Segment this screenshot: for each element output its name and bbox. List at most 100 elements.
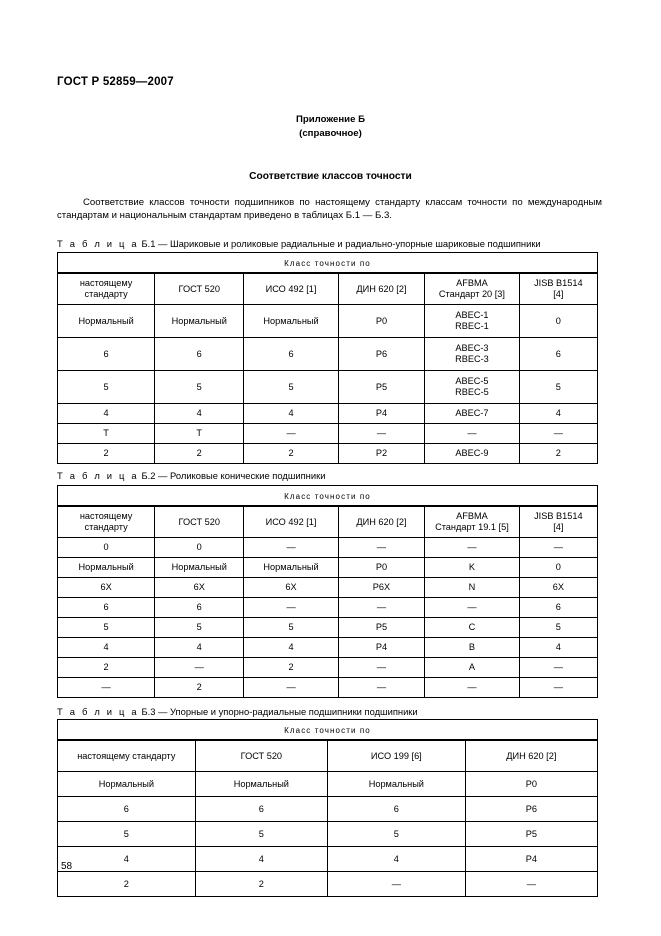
table-cell: 2 <box>243 443 339 464</box>
table-row: 6 6 6 Р6 ABEC-3 RBEC-3 6 <box>56 337 599 371</box>
table-row: 5 5 5 Р5 <box>57 821 599 847</box>
table-cell: — <box>337 597 426 618</box>
table-cell: — <box>424 423 520 444</box>
table-caption-text: Б.2 — Роликовые конические подшипники <box>138 470 326 481</box>
table-row: 2—2— A — <box>56 657 599 678</box>
table-cell: — <box>243 423 339 444</box>
table-cell: Нормальный <box>243 557 339 578</box>
table-cell: Р0 <box>464 771 599 797</box>
table-row: Нормальный Нормальный Нормальный Р0 ABEC-1 RB… <box>56 304 599 338</box>
table-caption-text: Б.1 — Шариковые и роликовые радиальные и… <box>138 238 541 249</box>
table-cell: Р2 <box>337 443 426 464</box>
table-cell: 6 <box>326 796 466 822</box>
table-cell: 0 <box>154 537 245 558</box>
table-cell: — <box>518 657 599 678</box>
table-column-header: настоящему стандарту <box>56 272 156 305</box>
table-cell: 2 <box>194 871 328 897</box>
table-cell: 2 <box>243 657 339 678</box>
table-row: 4 4 4 Р4 ABEC-7 4 <box>56 403 599 424</box>
table-cell: 6 <box>194 796 328 822</box>
table-column-header: ДИН 620 [2] <box>337 505 426 538</box>
table-row: 5 5 5 Р5 ABEC-5 RBEC-5 5 <box>56 370 599 404</box>
table-cell: 5 <box>56 617 156 638</box>
table-column-header: ГОСТ 520 <box>154 272 245 305</box>
table-cell: Р6Х <box>337 577 426 598</box>
table-cell: Нормальный <box>326 771 466 797</box>
table-cell: 5 <box>154 617 245 638</box>
table-cell: 4 <box>194 846 328 872</box>
table-caption-word: Т а б л и ц а <box>57 238 139 249</box>
table-span-header: Класс точности по <box>57 485 598 507</box>
table-cell: 5 <box>518 370 599 404</box>
table-cell: — <box>56 677 156 698</box>
table-caption-text: Б.3 — Упорные и упорно-радиальные подшип… <box>138 706 418 717</box>
table-row: 6 6 6 Р6 <box>57 796 599 822</box>
table-cell: 5 <box>154 370 245 404</box>
table-column-header: ГОСТ 520 <box>154 505 245 538</box>
table-column-header: ИСО 492 [1] <box>243 272 339 305</box>
table-cell: 6Х <box>243 577 339 598</box>
table-column-header: ИСО 199 [6] <box>326 739 466 772</box>
table-cell: — <box>154 657 245 678</box>
table-cell: 6 <box>56 337 156 371</box>
table-cell: 6Х <box>56 577 156 598</box>
table-column-header: ДИН 620 [2] <box>464 739 599 772</box>
table-column-header: настоящему стандарту <box>57 739 196 772</box>
table-row: —2— — — — <box>56 677 599 698</box>
table-cell: 6Х <box>154 577 245 598</box>
table-cell: 5 <box>56 370 156 404</box>
annex-title: Приложение Б <box>296 114 365 125</box>
table-cell: ABEC-5 RBEC-5 <box>424 370 520 404</box>
table-cell: 4 <box>154 403 245 424</box>
table-cell: K <box>424 557 520 578</box>
table-row: 4 4 4 Р4 B 4 <box>56 637 599 658</box>
table-column-header: ГОСТ 520 <box>194 739 328 772</box>
table-cell: Р6 <box>337 337 426 371</box>
table-cell: — <box>243 677 339 698</box>
table-cell: Р4 <box>464 846 599 872</box>
table-span-header-row: Класс точности по <box>57 252 598 274</box>
table-cell: 6 <box>154 337 245 371</box>
table-cell: 2 <box>57 871 196 897</box>
table-cell: — <box>424 537 520 558</box>
table-cell: Р6 <box>464 796 599 822</box>
table-cell: 0 <box>518 304 599 338</box>
table-cell: 0 <box>56 537 156 558</box>
table-cell: Т <box>56 423 156 444</box>
table-row: 0 0— — — — <box>56 537 599 558</box>
table-cell: Т <box>154 423 245 444</box>
table-cell: 2 <box>154 443 245 464</box>
table-cell: 4 <box>56 637 156 658</box>
table-cell: — <box>326 871 466 897</box>
table-cell: ABEC-9 <box>424 443 520 464</box>
table-cell: 6 <box>518 337 599 371</box>
table-cell: — <box>518 423 599 444</box>
table-cell: — <box>518 537 599 558</box>
table-span-header: Класс точности по <box>57 719 598 741</box>
table-cell: 4 <box>243 403 339 424</box>
table-cell: 5 <box>194 821 328 847</box>
table-cell: 4 <box>518 637 599 658</box>
table-cell: — <box>243 597 339 618</box>
precision-class-table: Класс точности по настоящему стандарту ГОСТ… <box>56 252 599 464</box>
table-header-row: настоящему стандарту ГОСТ 520 ИСО 492 [1] ДИ… <box>56 272 599 305</box>
table-cell: 4 <box>56 403 156 424</box>
table-cell: Р4 <box>337 637 426 658</box>
table-cell: 6 <box>243 337 339 371</box>
intro-text: Соответствие классов точности подшипнико… <box>57 197 602 221</box>
table-row: 6 6— — —6 <box>56 597 599 618</box>
table-cell: Р5 <box>464 821 599 847</box>
precision-class-table: Класс точности по настоящему стандарту ГОС… <box>57 719 599 897</box>
table-row: 2 2— — <box>57 871 599 897</box>
table-caption-word: Т а б л и ц а <box>57 470 139 481</box>
table-column-header: AFBMA Стандарт 20 [3] <box>424 272 520 305</box>
table-cell: 4 <box>326 846 466 872</box>
page-number: 58 <box>61 861 73 872</box>
page-title: Соответствие классов точности <box>249 171 412 182</box>
table-cell: — <box>518 677 599 698</box>
table-cell: 5 <box>326 821 466 847</box>
table-cell: 2 <box>518 443 599 464</box>
table-cell: 5 <box>243 370 339 404</box>
table-cell: — <box>243 537 339 558</box>
table-column-header: JISB B1514 [4] <box>518 505 599 538</box>
